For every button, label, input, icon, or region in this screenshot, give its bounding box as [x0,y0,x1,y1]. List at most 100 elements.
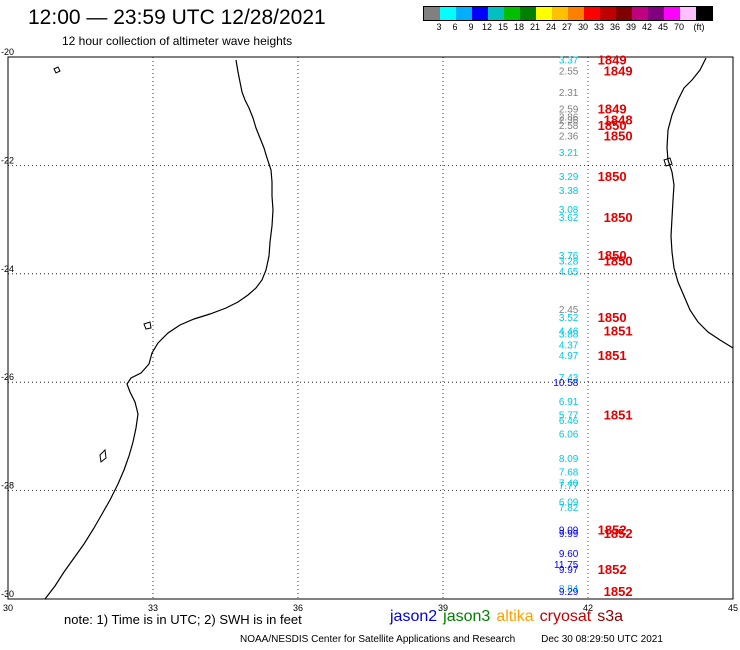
longitude-tick-label: 33 [148,603,158,613]
swh-reading: 2.58 [559,121,579,132]
color-scale-label: 21 [529,22,541,32]
island-outline [143,321,152,330]
color-swatch [520,7,536,20]
cycle-label: 1852 [604,526,633,541]
color-swatch [696,7,712,20]
longitude-tick-label: 30 [3,603,13,613]
swh-reading: 4.97 [559,351,579,362]
swh-reading: 2.45 [559,305,579,316]
swh-reading: 3.29 [559,172,579,183]
swh-reading: 9.97 [559,565,579,576]
color-scale-label: 30 [577,22,589,32]
color-scale-label: 70 [673,22,685,32]
color-swatch [424,7,440,20]
island-outline [53,66,61,74]
cycle-label: 1850 [604,210,633,225]
cycle-label: 1852 [604,584,633,599]
cycle-label: 1852 [598,523,627,538]
cycle-label: 1850 [604,253,633,268]
color-scale-label: 6 [452,22,458,32]
swh-reading: 3.88 [559,329,579,340]
cycle-label: 1850 [598,310,627,325]
swh-reading: 3.37 [559,56,579,67]
color-swatch [680,7,696,20]
color-scale-label: 33 [593,22,605,32]
swh-reading: 9.09 [559,526,579,537]
color-scale-label: 36 [609,22,621,32]
latitude-tick-label: -30 [1,589,14,599]
credit-line: NOAA/NESDIS Center for Satellite Applica… [240,634,663,645]
cycle-label: 1850 [598,169,627,184]
swh-reading: 2.31 [559,88,579,99]
color-scale-label: 15 [497,22,509,32]
color-swatch [488,7,504,20]
map-frame [7,56,734,600]
swh-reading: 6.46 [559,416,579,427]
color-swatch [600,7,616,20]
color-swatch [648,7,664,20]
color-swatch [616,7,632,20]
latitude-tick-label: -26 [1,372,14,382]
cycle-label: 1850 [604,129,633,144]
color-swatch [664,7,680,20]
swh-reading: 8.84 [559,584,579,595]
timestamp-text: Dec 30 08:29:50 UTC 2021 [541,634,663,645]
swh-reading: 3.21 [559,148,579,159]
page-subtitle: 12 hour collection of altimeter wave hei… [62,34,293,48]
madagascar-coastline [666,57,734,349]
color-scale-label: 42 [641,22,653,32]
swh-reading: 11.75 [554,560,579,571]
swh-reading: 2.55 [559,67,579,78]
swh-reading: 3.08 [559,205,579,216]
legend-entry-s3a: s3a [597,608,624,625]
color-swatch [552,7,568,20]
swh-reading: 9.60 [559,549,579,560]
color-swatch [472,7,488,20]
credit-text: NOAA/NESDIS Center for Satellite Applica… [240,634,516,645]
swh-reading: 6.06 [559,430,579,441]
swh-reading: 2.36 [559,115,579,126]
color-scale-label: 27 [561,22,573,32]
swh-reading: 7.82 [559,503,579,514]
swh-reading: 7.43 [559,373,579,384]
swh-reading: 6.91 [559,397,579,408]
latitude-tick-label: -28 [1,481,14,491]
swh-reading: 4.46 [559,327,579,338]
color-swatch [568,7,584,20]
latitude-tick-label: -20 [1,47,14,57]
page-title: 12:00 — 23:59 UTC 12/28/2021 [28,6,326,29]
cycle-label: 1852 [598,562,627,577]
longitude-tick-label: 45 [728,603,738,613]
cycle-label: 1850 [598,248,627,263]
color-swatch [440,7,456,20]
swh-reading: 7.77 [559,481,579,492]
cycle-label: 1851 [604,408,633,423]
color-swatch [504,7,520,20]
map-ticks: 30 33 36 39 42 45 -20 -22 -24 -26 -28 -30 [1,47,738,613]
legend-entry-jason3: jason3 [443,608,491,625]
cycle-label: 1848 [604,112,633,127]
cycle-labels: 1849184918491848185018501850185018501850… [598,53,633,599]
latitude-tick-label: -24 [1,264,14,274]
legend-entry-altika: altika [496,608,534,625]
note-text: note: 1) Time is in UTC; 2) SWH is in fe… [64,612,302,627]
swh-reading: 2.86 [559,113,579,124]
satellite-legend: jason2 jason3 altika cryosat s3a [390,608,629,626]
color-swatch [456,7,472,20]
island-outline [663,157,673,167]
swh-reading: 9.99 [559,529,579,540]
swh-reading: 7.68 [559,468,579,479]
cycle-label: 1849 [598,53,627,68]
latitude-tick-label: -22 [1,155,14,165]
swh-readings: 3.372.552.312.592.862.362.582.363.213.29… [553,56,578,598]
swh-reading: 7.40 [559,478,579,489]
swh-reading: 4.37 [559,340,579,351]
cycle-label: 1850 [598,118,627,133]
color-scale-label: 3 [436,22,442,32]
swh-reading: 10.58 [553,378,578,389]
coastline [44,59,274,600]
legend-entry-cryosat: cryosat [539,608,592,625]
color-scale-label: 39 [625,22,637,32]
color-scale-label: 9 [468,22,474,32]
color-scale-bar [423,6,713,21]
